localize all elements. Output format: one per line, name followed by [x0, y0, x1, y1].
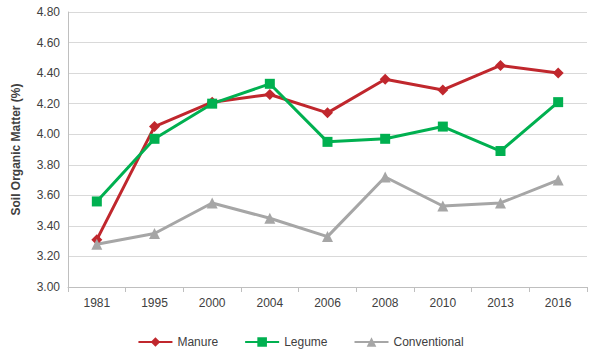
svg-text:2016: 2016: [545, 296, 572, 310]
svg-text:Soil Organic Matter (%): Soil Organic Matter (%): [9, 83, 23, 215]
svg-text:2010: 2010: [429, 296, 456, 310]
svg-text:1995: 1995: [141, 296, 168, 310]
svg-text:4.20: 4.20: [37, 97, 61, 111]
svg-text:3.80: 3.80: [37, 158, 61, 172]
svg-text:3.60: 3.60: [37, 188, 61, 202]
svg-text:2006: 2006: [314, 296, 341, 310]
svg-text:1981: 1981: [83, 296, 110, 310]
svg-text:3.20: 3.20: [37, 249, 61, 263]
svg-text:3.40: 3.40: [37, 219, 61, 233]
svg-text:2000: 2000: [199, 296, 226, 310]
svg-text:2008: 2008: [372, 296, 399, 310]
svg-text:Conventional: Conventional: [394, 335, 464, 349]
svg-text:4.60: 4.60: [37, 36, 61, 50]
svg-text:Manure: Manure: [177, 335, 218, 349]
svg-text:2013: 2013: [487, 296, 514, 310]
svg-text:2004: 2004: [256, 296, 283, 310]
svg-text:3.00: 3.00: [37, 280, 61, 294]
svg-text:4.40: 4.40: [37, 66, 61, 80]
svg-text:Legume: Legume: [284, 335, 328, 349]
svg-text:4.00: 4.00: [37, 127, 61, 141]
svg-text:4.80: 4.80: [37, 5, 61, 19]
